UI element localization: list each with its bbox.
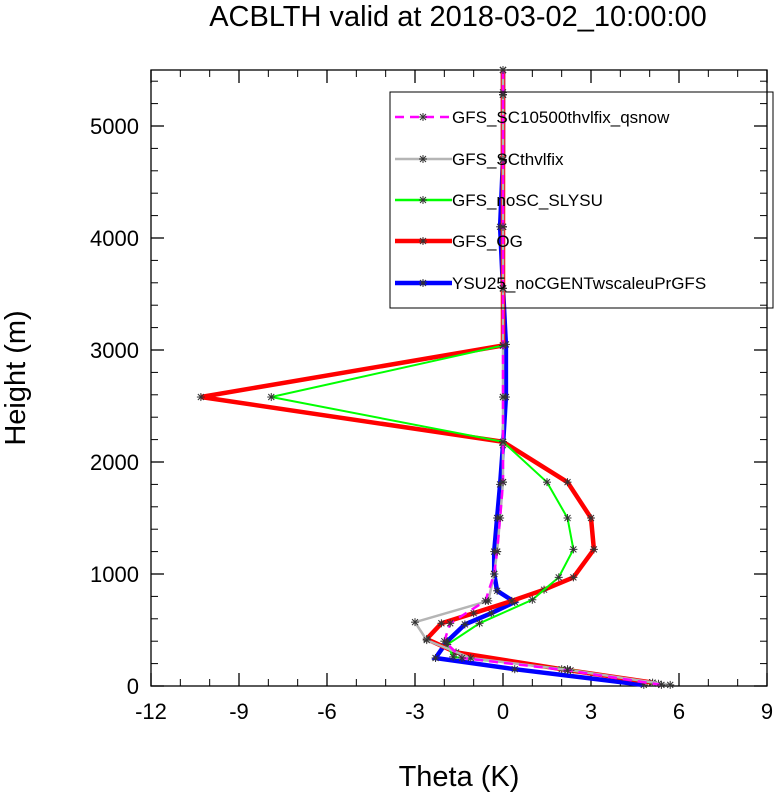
legend-box (389, 91, 774, 309)
legend-item: GFS_SCthvlfix (395, 150, 564, 169)
plot-area (196, 66, 675, 689)
legend-item: GFS_OG (395, 232, 523, 251)
legend-item: GFS_SC10500thvlfix_qsnow (395, 108, 670, 127)
data-point (510, 665, 519, 674)
data-point (422, 636, 431, 645)
data-point (499, 155, 507, 164)
data-point (481, 596, 490, 605)
legend-marker (419, 155, 427, 163)
x-tick-label: 0 (497, 699, 509, 724)
ticks-layer: -12 -9 -6 -3 0 3 6 9 0 1000 2000 3000 4000 5000 (90, 70, 773, 724)
y-tick-label: 5000 (90, 114, 139, 139)
legend-label: YSU25_noCGENTwscaleuPrGFS (452, 274, 706, 293)
data-point (493, 586, 502, 595)
legend: GFS_SC10500thvlfix_qsnow GFS_SCthvlfix GFS… (389, 91, 774, 309)
data-point (267, 393, 276, 402)
data-point (440, 637, 449, 646)
series-line (200, 70, 653, 685)
data-point (431, 654, 440, 662)
legend-marker (419, 196, 427, 204)
legend-marker (419, 113, 427, 121)
data-point (499, 284, 507, 293)
x-tick-label: 6 (673, 699, 685, 724)
y-tick-label: 4000 (90, 226, 139, 251)
y-axis-label: Height (m) (0, 310, 32, 445)
data-point (587, 514, 595, 522)
data-point (563, 514, 572, 522)
x-tick-label: -9 (229, 699, 249, 724)
data-point (446, 619, 455, 628)
y-tick-label: 1000 (90, 562, 139, 587)
data-point (499, 393, 507, 402)
data-point (469, 609, 478, 618)
data-point (554, 573, 563, 582)
data-point (499, 437, 507, 446)
series-GFS_SC10500thvlfix_qsnow (440, 66, 666, 689)
data-point (666, 680, 675, 689)
y-tick-label: 2000 (90, 450, 139, 475)
data-point (411, 618, 419, 627)
x-axis-label: Theta (K) (399, 761, 520, 793)
data-point (437, 619, 446, 628)
data-point (449, 652, 458, 661)
data-point (528, 595, 537, 604)
data-point (657, 680, 666, 689)
data-point (589, 545, 598, 554)
data-point (475, 619, 484, 628)
data-point (563, 478, 572, 487)
data-point (466, 654, 475, 662)
x-tick-label: 3 (585, 699, 597, 724)
legend-item: GFS_noSC_SLYSU (395, 191, 603, 210)
data-point (569, 545, 578, 554)
legend-label: GFS_OG (452, 232, 523, 251)
data-point (496, 514, 505, 522)
data-point (499, 222, 507, 231)
series-line (413, 70, 671, 687)
x-tick-label: -6 (317, 699, 337, 724)
data-point (543, 478, 551, 487)
legend-label: GFS_noSC_SLYSU (452, 191, 603, 210)
data-point (563, 666, 572, 675)
data-point (499, 66, 507, 74)
x-tick-label: -3 (405, 699, 425, 724)
data-point (507, 596, 516, 605)
data-point (487, 609, 496, 618)
data-point (499, 341, 507, 350)
x-tick-label: 9 (761, 699, 773, 724)
x-tick-label: -12 (135, 699, 167, 724)
data-point (490, 570, 499, 578)
data-point (196, 393, 205, 402)
legend-label: GFS_SC10500thvlfix_qsnow (452, 108, 670, 127)
legend-label: GFS_SCthvlfix (452, 150, 564, 169)
plot-frame (150, 69, 768, 687)
y-tick-label: 0 (127, 674, 139, 699)
data-point (499, 478, 507, 487)
data-point (460, 620, 469, 629)
legend-item: YSU25_noCGENTwscaleuPrGFS (395, 274, 706, 293)
legend-marker (419, 237, 427, 245)
y-tick-label: 3000 (90, 338, 139, 363)
data-point (457, 654, 466, 662)
chart-title: ACBLTH valid at 2018-03-02_10:00:00 (209, 1, 707, 33)
data-point (493, 547, 502, 556)
legend-marker (419, 279, 427, 287)
data-point (569, 573, 578, 582)
